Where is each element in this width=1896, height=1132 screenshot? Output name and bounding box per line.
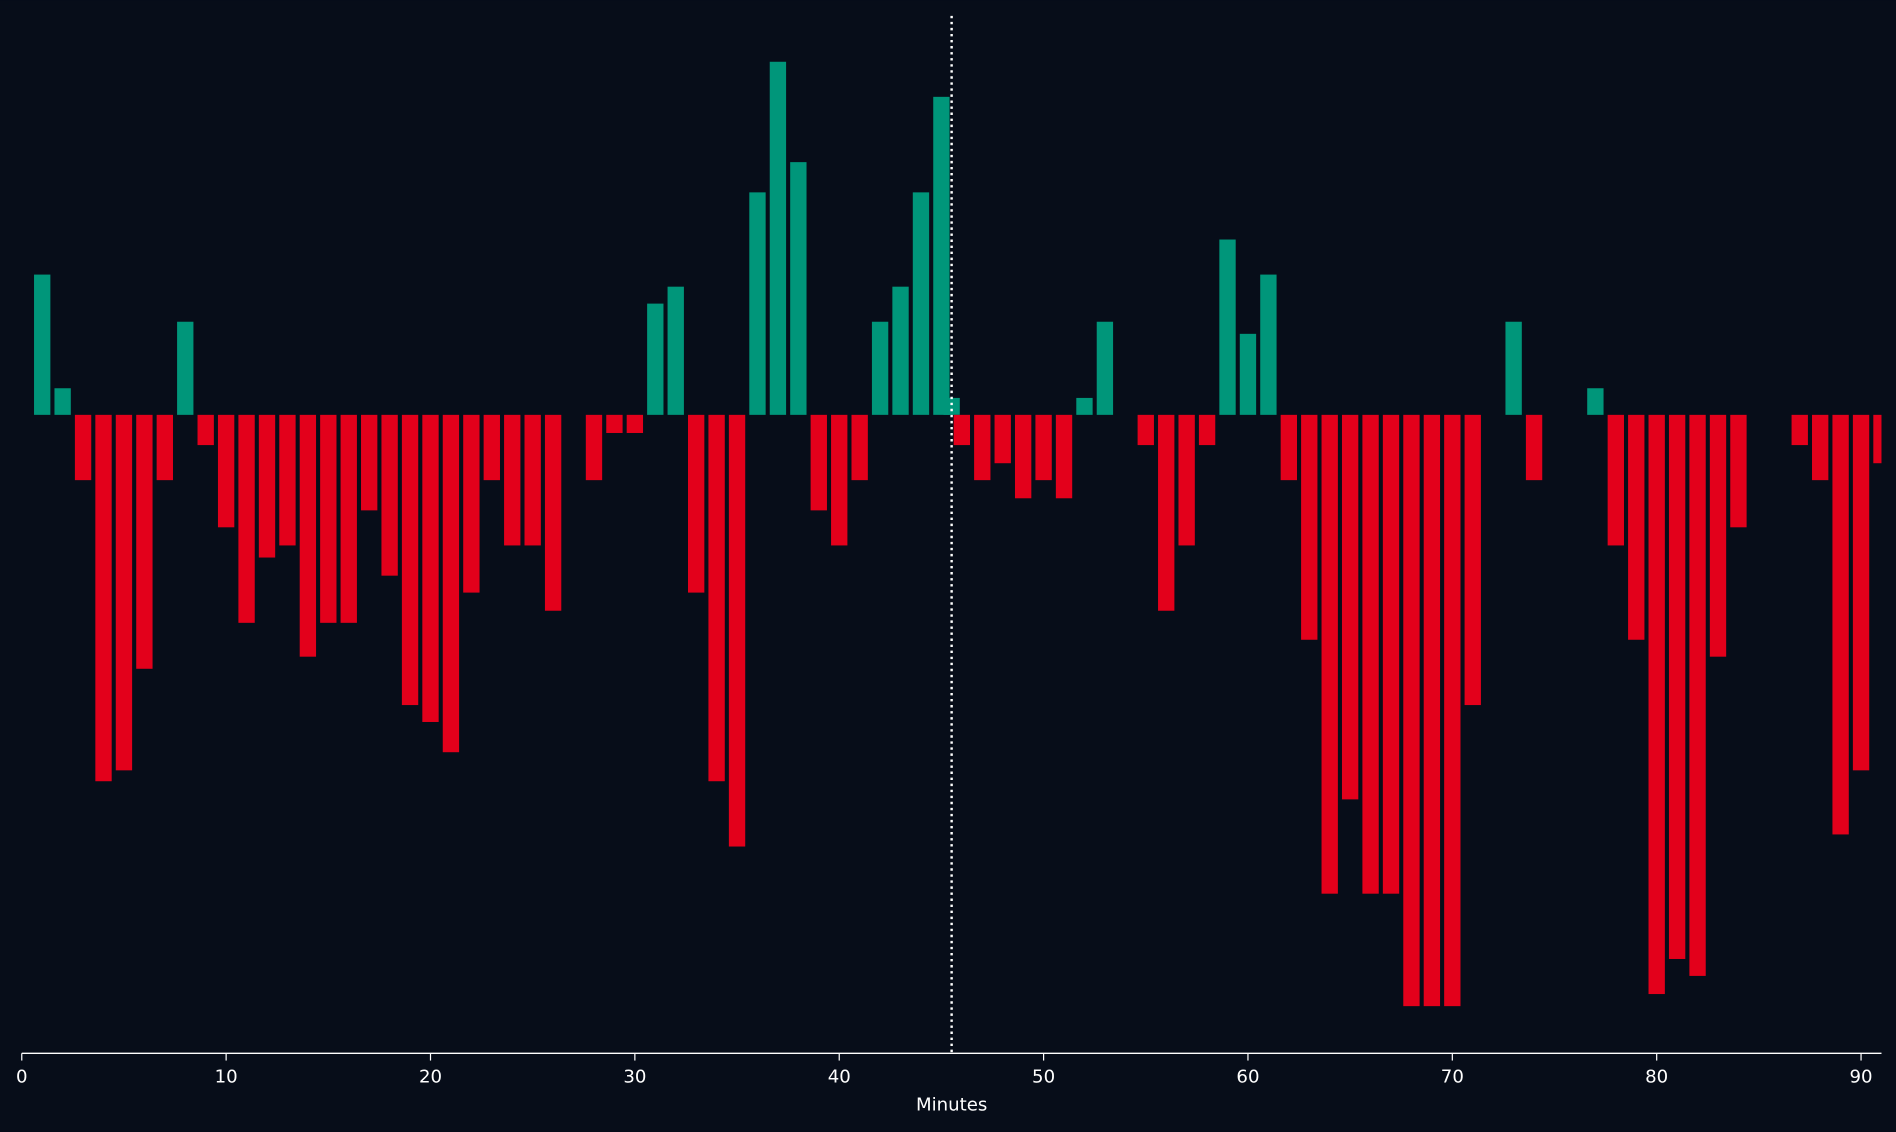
- bar: [1628, 414, 1645, 640]
- bar: [401, 414, 419, 706]
- bar: [1321, 414, 1338, 894]
- bar: [1464, 414, 1481, 706]
- x-tick-label: 90: [1850, 1066, 1873, 1087]
- x-tick-label: 0: [16, 1066, 28, 1087]
- bar: [1178, 414, 1195, 546]
- x-axis-label: Minutes: [916, 1094, 987, 1115]
- bar: [504, 414, 521, 546]
- bar: [953, 414, 971, 446]
- bar: [1444, 414, 1461, 1007]
- bar: [974, 414, 991, 481]
- bar: [769, 61, 787, 415]
- bar: [1812, 414, 1829, 481]
- bar: [136, 414, 153, 669]
- bar: [1239, 333, 1257, 415]
- bar: [626, 414, 644, 433]
- bar: [258, 414, 276, 558]
- bar: [1505, 321, 1522, 415]
- bar: [1035, 414, 1052, 481]
- bar: [1137, 414, 1154, 446]
- bar: [1423, 414, 1441, 1007]
- bar: [1076, 397, 1093, 415]
- bar: [381, 414, 398, 576]
- bar: [463, 414, 480, 593]
- bar: [524, 414, 541, 546]
- bar: [1668, 414, 1686, 959]
- bar: [708, 414, 725, 782]
- bar: [1280, 414, 1298, 481]
- x-tick-label: 20: [419, 1066, 442, 1087]
- bar: [871, 321, 889, 415]
- bar: [912, 192, 930, 415]
- bar: [1525, 414, 1543, 481]
- bar: [340, 414, 357, 623]
- bars: [34, 61, 1882, 1007]
- bar: [1362, 414, 1379, 894]
- bar: [1791, 414, 1808, 446]
- bar: [1014, 414, 1032, 499]
- bar: [810, 414, 827, 511]
- bar: [831, 414, 848, 546]
- bar: [1219, 239, 1236, 415]
- bar: [544, 414, 562, 611]
- bar: [442, 414, 460, 753]
- x-tick-label: 30: [623, 1066, 646, 1087]
- bar: [933, 96, 950, 415]
- bar: [34, 274, 51, 415]
- bar: [647, 303, 664, 415]
- bar: [156, 414, 173, 481]
- x-tick-label: 10: [215, 1066, 238, 1087]
- bar: [1648, 414, 1665, 995]
- bar: [279, 414, 296, 546]
- bar: [749, 192, 766, 415]
- bar: [1689, 414, 1706, 976]
- x-tick-label: 40: [828, 1066, 851, 1087]
- bar: [238, 414, 255, 623]
- bar: [422, 414, 439, 722]
- bar: [1403, 414, 1420, 1007]
- bar: [299, 414, 317, 657]
- bar: [1852, 414, 1870, 771]
- bar: [994, 414, 1011, 464]
- bar: [1607, 414, 1624, 546]
- bar: [790, 162, 807, 415]
- bar: [95, 414, 112, 782]
- bar: [687, 414, 705, 593]
- bar: [1260, 274, 1277, 415]
- bar: [1198, 414, 1216, 446]
- bar: [115, 414, 133, 771]
- bar: [943, 397, 960, 415]
- bar: [217, 414, 235, 528]
- bar: [1709, 414, 1727, 657]
- bar: [1341, 414, 1359, 800]
- x-tick-label: 60: [1236, 1066, 1259, 1087]
- bar: [728, 414, 746, 847]
- bar: [667, 286, 684, 415]
- x-tick-label: 80: [1645, 1066, 1668, 1087]
- bar: [74, 414, 92, 481]
- bar: [585, 414, 603, 481]
- bar: [1382, 414, 1400, 894]
- bar: [1730, 414, 1747, 528]
- bar: [361, 414, 378, 511]
- bar: [1873, 414, 1882, 464]
- bar: [606, 414, 623, 433]
- bar: [1832, 414, 1849, 835]
- bar: [320, 414, 337, 623]
- bar: [851, 414, 868, 481]
- bar: [1301, 414, 1318, 640]
- bar: [54, 388, 71, 415]
- bar: [1158, 414, 1175, 611]
- bar: [197, 414, 214, 446]
- x-tick-label: 50: [1032, 1066, 1055, 1087]
- x-tick-label: 70: [1441, 1066, 1464, 1087]
- bar: [1587, 388, 1604, 415]
- bar: [483, 414, 500, 481]
- bar: [1055, 414, 1073, 499]
- bar: [1096, 321, 1114, 415]
- bar: [177, 321, 194, 415]
- bar: [892, 286, 909, 415]
